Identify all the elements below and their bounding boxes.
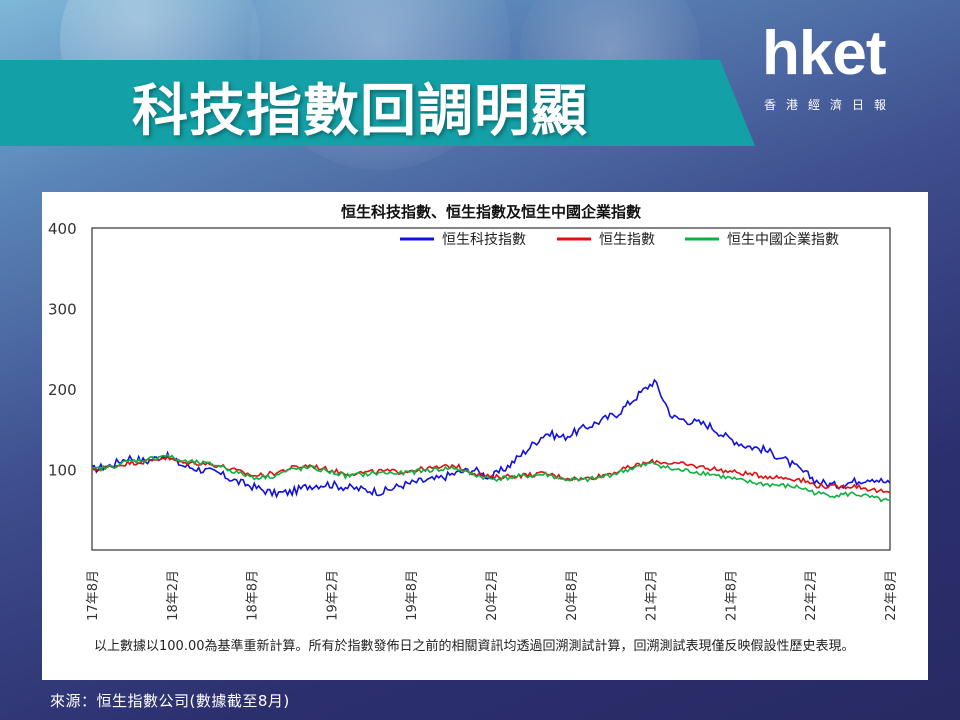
chart-panel: 恒生科技指數、恒生指數及恒生中國企業指數 400 300 200 100 17年8月 18年…: [42, 192, 928, 680]
x-tick-label: 18年8月: [246, 570, 261, 621]
x-tick-label: 19年2月: [325, 570, 340, 621]
x-tick-label: 18年2月: [166, 570, 181, 621]
legend-label: 恒生中國企業指數: [727, 231, 839, 248]
legend-label: 恒生科技指數: [442, 232, 526, 248]
source-caption: 來源：恒生指數公司(數據截至8月): [50, 692, 290, 710]
line-chart: 恒生科技指數、恒生指數及恒生中國企業指數 400 300 200 100 17年8月 18年…: [48, 203, 899, 621]
x-tick-label: 20年2月: [485, 570, 500, 621]
page-title: 科技指數回調明顯: [132, 79, 588, 144]
series-line: [91, 453, 891, 503]
plot-frame: [91, 227, 891, 551]
y-tick-label: 300: [48, 301, 77, 319]
y-tick-label: 400: [48, 220, 77, 238]
x-tick-label: 17年8月: [86, 570, 101, 621]
x-tick-label: 21年8月: [724, 570, 739, 621]
x-tick-label: 20年8月: [565, 570, 580, 621]
hket-logo: hket 香港經濟日報: [762, 19, 952, 120]
legend-label: 恒生指數: [599, 232, 655, 248]
chart-title: 恒生科技指數、恒生指數及恒生中國企業指數: [341, 203, 641, 221]
logo-main-text: hket: [762, 19, 886, 88]
y-tick-label: 100: [48, 462, 77, 480]
chart-note: 以上數據以100.00為基準重新計算。所有於指數發佈日之前的相關資訊均透過回溯測…: [94, 639, 855, 654]
x-tick-label: 19年8月: [405, 570, 420, 621]
x-tick-label: 22年8月: [884, 570, 899, 621]
x-tick-label: 21年2月: [645, 570, 660, 621]
y-tick-label: 200: [48, 381, 77, 399]
x-tick-label: 22年2月: [804, 570, 819, 621]
title-banner: [0, 60, 755, 146]
logo-sub-text: 香港經濟日報: [764, 98, 897, 112]
